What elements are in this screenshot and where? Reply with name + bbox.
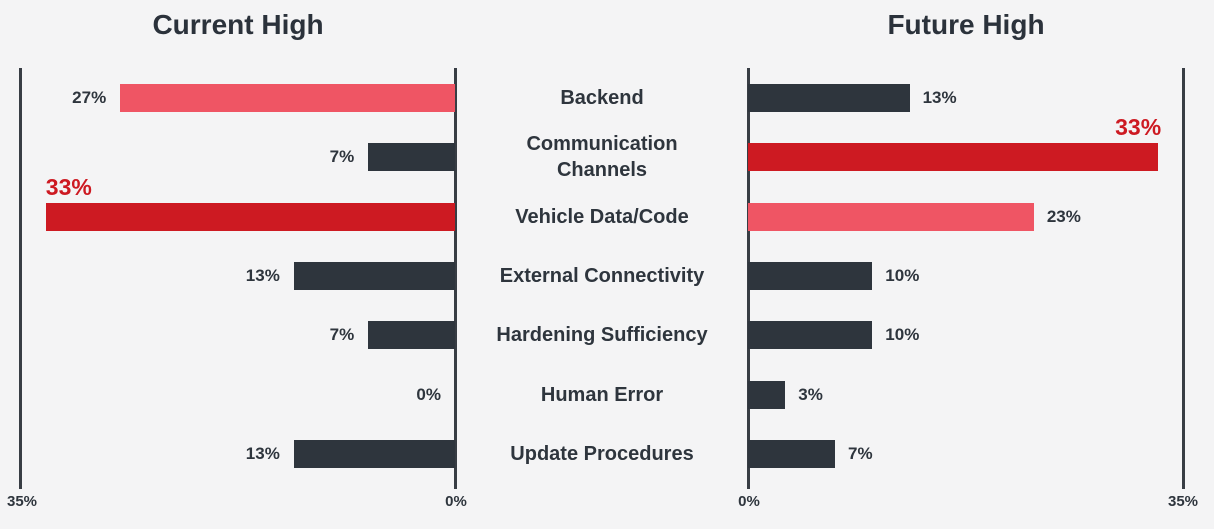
- category-label: Communication Channels: [526, 133, 678, 182]
- future-high-bar: [748, 440, 835, 469]
- axis-line-right-35: [1182, 68, 1185, 489]
- current-high-bar: [293, 440, 455, 469]
- axis-line-left-35: [19, 68, 22, 489]
- future-high-bar: [748, 202, 1034, 231]
- current-high-value-label: 13%: [245, 266, 280, 285]
- current-high-bar: [120, 83, 455, 112]
- current-high-value-label: 13%: [245, 444, 280, 464]
- future-high-value-label: 13%: [922, 87, 957, 107]
- future-high-value-label: 10%: [885, 325, 920, 345]
- current-high-value-label: 7%: [329, 325, 355, 345]
- current-high-value-label: 0%: [416, 384, 441, 404]
- future-high-value-label: 10%: [885, 266, 920, 285]
- future-high-bar: [748, 262, 873, 290]
- current-high-value-label: 7%: [329, 147, 355, 167]
- current-high-value-label: 27%: [72, 87, 107, 107]
- axis-line-left-0: [454, 68, 457, 489]
- tick-label-right-0: 0%: [738, 493, 760, 510]
- future-high-value-label: 23%: [1046, 206, 1081, 226]
- category-label: Backend: [560, 86, 644, 109]
- future-high-bar: [748, 321, 873, 350]
- future-high-bar: [748, 83, 910, 112]
- current-high-bar: [368, 143, 455, 172]
- panel-title-current-high: Current High: [152, 9, 324, 40]
- current-high-bar: [293, 262, 455, 290]
- panel-title-future-high: Future High: [887, 9, 1045, 40]
- future-high-value-label: 3%: [798, 384, 823, 404]
- current-high-value-label: 33%: [45, 173, 92, 200]
- future-high-bar: [748, 143, 1159, 172]
- category-label: External Connectivity: [499, 264, 705, 287]
- future-high-value-label: 33%: [1115, 114, 1162, 141]
- category-label: Update Procedures: [510, 443, 694, 466]
- current-high-bar: [368, 321, 455, 350]
- future-high-bar: [748, 380, 786, 409]
- tick-label-left-0: 0%: [445, 493, 467, 510]
- current-high-bar: [45, 202, 455, 231]
- tick-label-left-35: 35%: [6, 493, 38, 510]
- category-label: Human Error: [540, 383, 664, 406]
- tick-label-right-35: 35%: [1167, 493, 1199, 510]
- category-label: Vehicle Data/Code: [515, 205, 689, 228]
- future-high-value-label: 7%: [848, 444, 873, 464]
- category-label: Hardening Sufficiency: [496, 324, 708, 347]
